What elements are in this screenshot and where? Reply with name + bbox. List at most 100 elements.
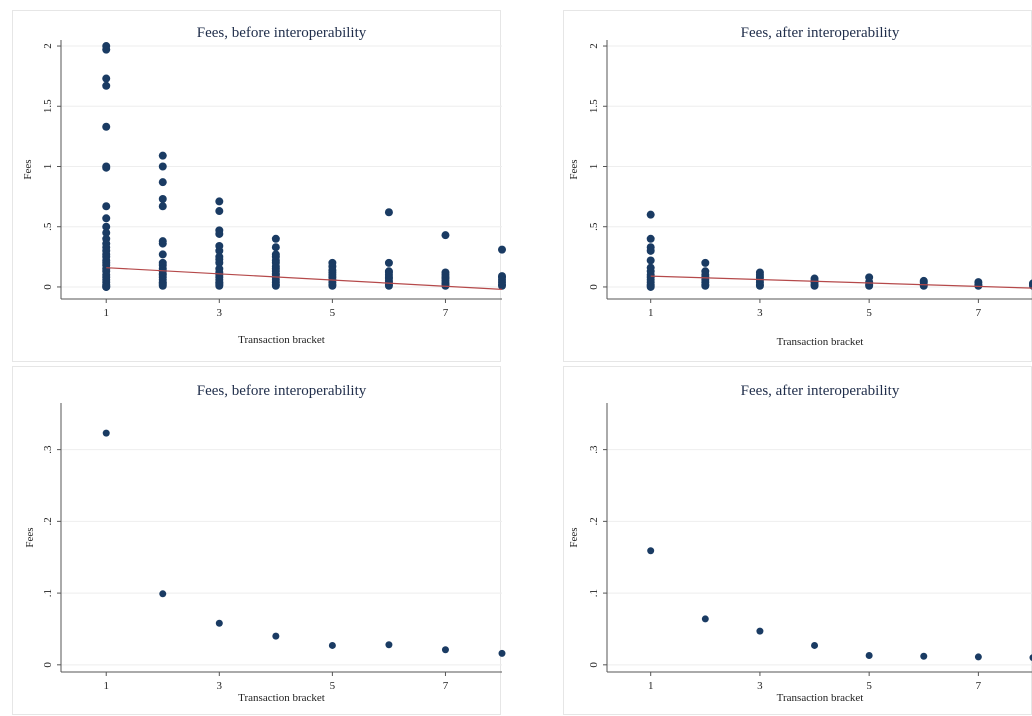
y-tick-label: .3 <box>42 445 54 454</box>
data-point <box>385 259 393 267</box>
chart-title: Fees, after interoperability <box>741 25 900 41</box>
x-tick-label: 5 <box>330 680 336 692</box>
data-point <box>159 162 167 170</box>
x-tick-label: 1 <box>103 680 109 692</box>
data-point <box>102 164 110 172</box>
data-point <box>102 46 110 54</box>
y-tick-label: 1 <box>42 164 54 170</box>
data-point <box>102 82 110 90</box>
data-point <box>647 283 655 291</box>
x-tick-label: 7 <box>443 307 449 319</box>
y-tick-label: 0 <box>42 284 54 290</box>
data-point <box>920 653 927 660</box>
y-axis-label: Fees <box>24 527 36 547</box>
data-point <box>102 214 110 222</box>
data-point <box>811 282 819 290</box>
data-point <box>215 282 223 290</box>
chart-panel-bottom-left: 0 .1 .2 .3 1 3 5 7 Fees, before interoperability… <box>12 366 501 715</box>
data-point <box>756 282 764 290</box>
y-tick-label: .5 <box>42 222 54 231</box>
y-axis-label: Fees <box>22 159 34 179</box>
data-point <box>647 235 655 243</box>
chart-title: Fees, before interoperability <box>197 383 367 399</box>
y-tick-label: .2 <box>588 517 600 525</box>
data-point <box>215 197 223 205</box>
data-point <box>385 208 393 216</box>
x-tick-label: 1 <box>103 307 109 319</box>
data-point <box>920 282 928 290</box>
data-point <box>102 283 110 291</box>
data-point <box>102 75 110 83</box>
x-tick-label: 1 <box>648 307 654 319</box>
data-point <box>216 620 223 627</box>
data-point <box>272 282 280 290</box>
chart-title: Fees, after interoperability <box>741 383 900 399</box>
data-point <box>272 235 280 243</box>
y-tick-label: .5 <box>588 222 600 231</box>
data-point <box>647 211 655 219</box>
data-point <box>701 259 709 267</box>
data-point <box>498 282 506 290</box>
y-tick-label: 2 <box>42 43 54 49</box>
x-tick-label: 7 <box>976 680 982 692</box>
data-point <box>159 240 167 248</box>
data-point <box>159 178 167 186</box>
x-tick-label: 3 <box>217 307 223 319</box>
x-tick-label: 7 <box>443 680 449 692</box>
y-axis-label: Fees <box>568 527 580 547</box>
data-point <box>811 642 818 649</box>
data-point <box>647 256 655 264</box>
y-tick-label: 1.5 <box>42 99 54 113</box>
x-tick-label: 7 <box>976 307 982 319</box>
data-point <box>442 646 449 653</box>
y-tick-label: 1 <box>588 164 600 170</box>
data-point <box>647 547 654 554</box>
data-point <box>499 650 506 657</box>
data-point <box>701 282 709 290</box>
data-point <box>272 243 280 251</box>
x-axis-label: Transaction bracket <box>777 336 864 348</box>
y-tick-label: 0 <box>588 662 600 668</box>
x-tick-label: 5 <box>866 680 872 692</box>
data-point <box>329 642 336 649</box>
x-tick-label: 3 <box>757 680 763 692</box>
data-point <box>159 282 167 290</box>
data-point <box>441 231 449 239</box>
y-tick-label: .1 <box>588 589 600 597</box>
data-point <box>159 202 167 210</box>
x-axis-label: Transaction bracket <box>238 692 325 704</box>
y-tick-label: 1.5 <box>588 99 600 113</box>
data-point <box>647 247 655 255</box>
data-point <box>102 123 110 131</box>
x-axis-label: Transaction bracket <box>777 692 864 704</box>
x-tick-label: 5 <box>330 307 336 319</box>
data-point <box>159 195 167 203</box>
data-point <box>215 207 223 215</box>
data-point <box>702 615 709 622</box>
data-point <box>866 652 873 659</box>
data-point <box>159 250 167 258</box>
data-point <box>159 590 166 597</box>
y-tick-label: .1 <box>42 589 54 597</box>
data-point <box>159 152 167 160</box>
data-point <box>756 628 763 635</box>
data-point <box>975 653 982 660</box>
data-point <box>103 430 110 437</box>
data-point <box>272 633 279 640</box>
y-tick-label: 0 <box>42 662 54 668</box>
chart-svg: 0 .1 .2 .3 1 3 5 7 Fees, before interoperability… <box>13 367 502 716</box>
x-tick-label: 1 <box>648 680 654 692</box>
data-point <box>215 230 223 238</box>
y-axis-label: Fees <box>568 159 580 179</box>
data-point <box>385 641 392 648</box>
y-tick-label: .2 <box>42 517 54 525</box>
x-axis-label: Transaction bracket <box>238 334 325 346</box>
data-point <box>328 282 336 290</box>
x-tick-label: 3 <box>217 680 223 692</box>
x-tick-label: 3 <box>757 307 763 319</box>
